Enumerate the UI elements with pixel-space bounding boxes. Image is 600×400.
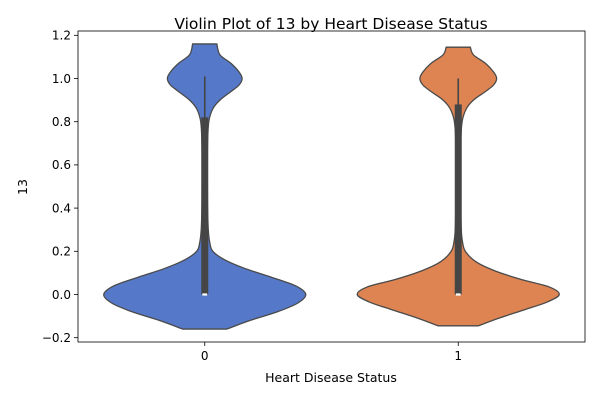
y-tick-label: 1.0 — [52, 72, 71, 86]
y-tick-label: 0.0 — [52, 288, 71, 302]
chart-title: Violin Plot of 13 by Heart Disease Statu… — [174, 15, 487, 33]
y-axis: −0.2 0.0 0.2 0.4 0.6 0.8 1.0 1.2 — [42, 29, 78, 345]
y-tick-label: 0.2 — [52, 245, 71, 259]
x-tick-label: 0 — [201, 349, 209, 363]
y-tick-label: −0.2 — [42, 331, 71, 345]
x-axis-label: Heart Disease Status — [265, 370, 397, 385]
plot-frame — [77, 30, 586, 343]
y-tick-label: 0.6 — [52, 158, 71, 172]
violin-box-1 — [454, 104, 462, 295]
y-axis-label: 13 — [15, 179, 30, 195]
violin-group — [103, 43, 560, 330]
violin-median-1 — [455, 293, 461, 296]
x-tick-label: 1 — [454, 349, 462, 363]
violin-box-0 — [201, 117, 209, 295]
y-tick-label: 0.4 — [52, 201, 71, 215]
y-tick-label: 1.2 — [52, 29, 71, 43]
y-tick-label: 0.8 — [52, 115, 71, 129]
violin-median-0 — [202, 293, 208, 296]
